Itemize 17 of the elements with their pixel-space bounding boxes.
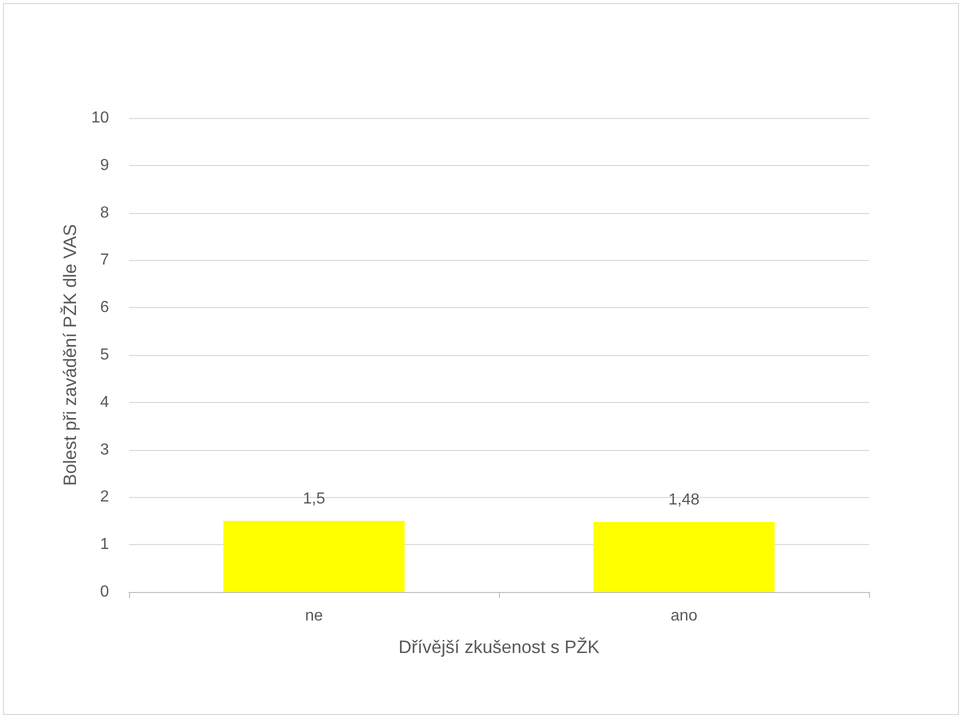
- y-tick-label: 0: [100, 584, 110, 600]
- x-tick-label: ano: [670, 608, 698, 624]
- data-label: 1,48: [668, 491, 700, 508]
- y-tick-label: 6: [100, 299, 110, 316]
- y-axis-title: Bolest při zavádění PŽK dle VAS: [60, 224, 80, 486]
- y-tick-label: 4: [100, 394, 110, 411]
- x-tick-label: ne: [305, 608, 323, 624]
- y-tick-label: 10: [91, 110, 110, 126]
- data-label: 1,5: [302, 490, 326, 508]
- y-tick-label: 1: [100, 536, 110, 554]
- y-tick-label: 2: [100, 488, 110, 506]
- y-tick-label: 7: [100, 252, 110, 269]
- y-tick-label: 3: [100, 441, 110, 458]
- x-axis-title: Dřívější zkušenost s PŽK: [398, 637, 600, 657]
- y-tick-label: 9: [100, 156, 110, 174]
- y-tick-label: 5: [100, 346, 110, 364]
- y-tick-label: 8: [100, 204, 110, 222]
